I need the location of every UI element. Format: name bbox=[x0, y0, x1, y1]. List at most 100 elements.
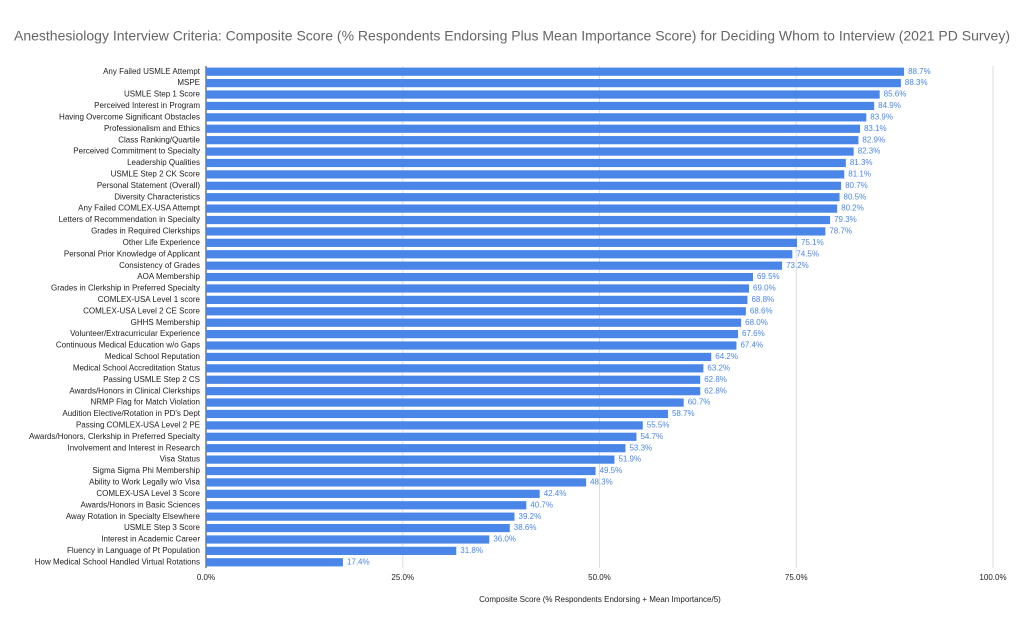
value-label: 80.5% bbox=[844, 192, 867, 201]
y-tick-label: Away Rotation in Specialty Elsewhere bbox=[66, 512, 201, 521]
bar bbox=[206, 421, 643, 430]
value-label: 31.8% bbox=[460, 546, 483, 555]
y-tick-label: Ability to Work Legally w/o Visa bbox=[89, 478, 200, 487]
y-tick-label: Consistency of Grades bbox=[119, 261, 200, 270]
value-label: 68.6% bbox=[750, 306, 773, 315]
bar bbox=[206, 261, 783, 270]
value-label: 75.1% bbox=[801, 238, 824, 247]
x-tick-label: 50.0% bbox=[588, 573, 611, 582]
value-label: 80.7% bbox=[845, 181, 868, 190]
value-label: 49.5% bbox=[600, 466, 623, 475]
y-tick-label: Awards/Honors in Basic Sciences bbox=[81, 500, 200, 509]
value-label: 81.1% bbox=[848, 169, 871, 178]
bar bbox=[206, 375, 701, 384]
value-label: 67.4% bbox=[740, 341, 763, 350]
bar bbox=[206, 489, 540, 498]
y-tick-label: How Medical School Handled Virtual Rotat… bbox=[35, 557, 200, 566]
y-tick-label: Any Failed USMLE Attempt bbox=[103, 67, 201, 76]
y-tick-label: Awards/Honors in Clinical Clerkships bbox=[69, 386, 200, 395]
x-tick-label: 0.0% bbox=[197, 573, 215, 582]
x-tick-label: 100.0% bbox=[979, 573, 1006, 582]
y-tick-label: Involvement and Interest in Research bbox=[67, 443, 200, 452]
value-label: 54.7% bbox=[640, 432, 663, 441]
bar bbox=[206, 147, 854, 156]
bar bbox=[206, 250, 793, 259]
y-tick-label: GHHS Membership bbox=[131, 318, 201, 327]
bar bbox=[206, 295, 748, 304]
bar bbox=[206, 523, 510, 533]
y-tick-label: Continuous Medical Education w/o Gaps bbox=[56, 341, 200, 350]
bar bbox=[206, 124, 860, 133]
y-tick-label: AOA Membership bbox=[137, 272, 200, 281]
y-tick-label: COMLEX-USA Level 1 score bbox=[98, 295, 201, 304]
bar bbox=[206, 238, 798, 247]
x-tick-label: 25.0% bbox=[391, 573, 414, 582]
bar bbox=[206, 341, 737, 350]
value-label: 42.4% bbox=[544, 489, 567, 498]
y-tick-label: Visa Status bbox=[160, 455, 200, 464]
value-label: 53.3% bbox=[629, 443, 652, 452]
y-tick-label: Interest in Academic Career bbox=[101, 535, 200, 544]
bar bbox=[206, 272, 753, 282]
y-tick-label: Volunteer/Extracurricular Experience bbox=[70, 329, 200, 338]
value-label: 81.3% bbox=[850, 158, 873, 167]
value-label: 82.3% bbox=[858, 147, 881, 156]
value-label: 55.5% bbox=[647, 420, 670, 429]
bar bbox=[206, 512, 515, 521]
bar bbox=[206, 444, 626, 453]
bar bbox=[206, 215, 831, 225]
value-label: 48.3% bbox=[590, 478, 613, 487]
y-tick-label: Leadership Qualities bbox=[127, 158, 200, 167]
bar bbox=[206, 398, 684, 407]
bar bbox=[206, 67, 905, 76]
bar bbox=[206, 501, 527, 510]
bar bbox=[206, 432, 637, 441]
bar bbox=[206, 364, 704, 373]
y-tick-label: Letters of Recommendation in Specialty bbox=[59, 215, 200, 224]
bar bbox=[206, 352, 712, 362]
y-tick-label: USMLE Step 1 Score bbox=[124, 90, 201, 99]
y-tick-label: Perceived Commitment to Specialty bbox=[73, 147, 200, 156]
value-label: 36.0% bbox=[493, 535, 516, 544]
y-tick-label: NRMP Flag for Match Violation bbox=[90, 398, 200, 407]
value-label: 39.2% bbox=[519, 512, 542, 521]
y-tick-label: Passing COMLEX-USA Level 2 PE bbox=[76, 420, 200, 429]
bar bbox=[206, 79, 901, 88]
y-tick-label: Medical School Reputation bbox=[105, 352, 200, 361]
bar bbox=[206, 546, 457, 555]
y-tick-label: Grades in Required Clerkships bbox=[91, 227, 200, 236]
y-tick-label: Sigma Sigma Phi Membership bbox=[92, 466, 200, 475]
value-label: 88.7% bbox=[908, 67, 931, 76]
value-label: 64.2% bbox=[715, 352, 738, 361]
y-tick-label: Having Overcome Significant Obstacles bbox=[59, 112, 200, 121]
y-tick-label: Fluency in Language of Pt Population bbox=[67, 546, 200, 555]
y-tick-label: MSPE bbox=[177, 78, 200, 87]
value-label: 69.0% bbox=[753, 284, 776, 293]
bar bbox=[206, 90, 880, 99]
y-tick-label: Professionalism and Ethics bbox=[104, 124, 200, 133]
value-label: 51.9% bbox=[618, 455, 641, 464]
y-tick-label: Personal Prior Knowledge of Applicant bbox=[64, 249, 201, 258]
bar bbox=[206, 455, 615, 464]
value-label: 58.7% bbox=[672, 409, 695, 418]
y-tick-label: Grades in Clerkship in Preferred Special… bbox=[51, 284, 200, 293]
bar bbox=[206, 387, 701, 396]
bar bbox=[206, 330, 739, 339]
bar bbox=[206, 478, 587, 487]
bar bbox=[206, 227, 826, 236]
value-label: 38.6% bbox=[514, 523, 537, 532]
x-axis-title: Composite Score (% Respondents Endorsing… bbox=[479, 595, 721, 604]
x-tick-label: 75.0% bbox=[785, 573, 808, 582]
value-label: 40.7% bbox=[530, 500, 553, 509]
value-label: 73.2% bbox=[786, 261, 809, 270]
bar bbox=[206, 101, 875, 111]
bar bbox=[206, 535, 490, 544]
y-tick-label: Other Life Experience bbox=[123, 238, 201, 247]
bar bbox=[206, 307, 746, 316]
bar bbox=[206, 558, 343, 567]
y-tick-label: Perceived Interest in Program bbox=[94, 101, 200, 110]
value-label: 78.7% bbox=[829, 227, 852, 236]
chart-title: Anesthesiology Interview Criteria: Compo… bbox=[14, 28, 1010, 44]
